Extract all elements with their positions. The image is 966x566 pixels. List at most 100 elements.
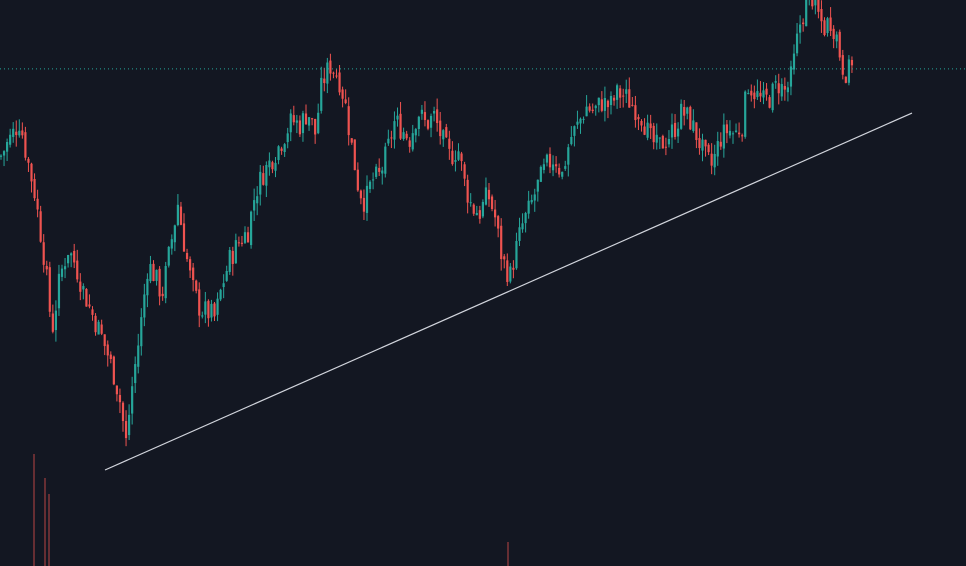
candle-body: [91, 309, 94, 315]
candle-body: [844, 76, 847, 83]
candle-body: [551, 164, 555, 171]
candle-body: [805, 0, 808, 27]
candle-body: [414, 129, 417, 136]
candle-body: [283, 144, 286, 153]
candle-body: [399, 113, 402, 139]
candle-body: [658, 137, 661, 139]
candle-body: [667, 138, 671, 145]
candle-body: [45, 265, 48, 270]
candle-body: [411, 133, 414, 150]
candle-body: [24, 132, 27, 158]
candle-body: [539, 166, 542, 182]
candle-body: [600, 99, 603, 111]
candle-body: [121, 402, 125, 422]
candle-body: [716, 141, 719, 157]
candle-body: [112, 356, 115, 385]
candle-body: [768, 97, 771, 108]
candle-body: [341, 89, 344, 99]
candle-body: [155, 269, 158, 281]
candle-body: [335, 75, 338, 77]
candle-body: [463, 164, 466, 179]
candle-body: [198, 289, 201, 316]
candle-body: [509, 266, 512, 282]
candle-body: [158, 268, 161, 297]
candle-body: [442, 130, 445, 140]
candle-body: [179, 206, 183, 225]
candle-body: [713, 153, 716, 168]
candle-body: [195, 280, 198, 291]
candle-body: [579, 118, 582, 124]
candle-body: [795, 33, 799, 54]
candle-body: [811, 0, 814, 7]
candle-body: [365, 185, 369, 213]
candle-body: [314, 118, 317, 135]
candle-body: [106, 344, 109, 356]
candle-body: [228, 249, 231, 272]
candle-body: [240, 242, 244, 244]
candle-body: [762, 90, 765, 98]
candle-body: [548, 153, 552, 168]
candle-body: [704, 139, 707, 147]
candle-body: [503, 256, 506, 260]
candle-body: [570, 137, 573, 145]
candle-body: [542, 164, 545, 170]
candle-body: [649, 123, 652, 129]
candle-body: [237, 242, 240, 244]
candle-body: [637, 117, 640, 120]
candle-body: [405, 133, 408, 139]
candle-body: [262, 173, 265, 185]
candle-body: [131, 386, 134, 414]
candle-body: [307, 117, 311, 126]
candle-body: [265, 164, 268, 186]
candle-body: [88, 304, 91, 307]
candle-body: [67, 254, 70, 264]
candle-body: [640, 120, 643, 126]
trendline[interactable]: [104, 112, 913, 471]
candle-body: [533, 194, 536, 201]
candle-body: [289, 113, 292, 133]
candle-body: [259, 171, 262, 195]
candle-body: [436, 109, 439, 124]
candle-body: [616, 85, 619, 100]
candle-body: [521, 223, 524, 230]
candle-body: [213, 303, 216, 317]
candle-body: [555, 164, 558, 167]
candle-body: [734, 130, 738, 132]
candle-body: [250, 211, 253, 246]
candle-body: [332, 72, 335, 74]
candle-body: [152, 263, 155, 282]
candle-body: [57, 273, 61, 309]
candle-body: [799, 24, 802, 33]
candle-body: [100, 324, 103, 334]
candle-body: [222, 283, 225, 288]
candle-body: [39, 211, 42, 242]
candle-body: [368, 181, 372, 190]
candle-body: [725, 124, 728, 134]
candle-body: [298, 120, 301, 135]
candle-body: [689, 106, 692, 130]
candle-body: [454, 160, 457, 162]
candle-body: [338, 72, 341, 93]
candle-body: [378, 167, 381, 172]
candle-body: [329, 60, 332, 74]
candle-body: [780, 84, 783, 97]
candle-body: [60, 268, 64, 277]
candle-body: [216, 298, 219, 315]
candle-body: [387, 138, 390, 144]
candle-body: [756, 91, 759, 97]
candle-body: [445, 127, 448, 138]
candle-body: [652, 125, 655, 143]
candle-body: [353, 139, 356, 171]
candle-body: [744, 91, 747, 137]
candle-body: [719, 141, 722, 147]
candle-body: [835, 34, 838, 42]
candle-body: [490, 196, 494, 209]
candle-body: [612, 97, 616, 101]
candle-body: [710, 153, 713, 166]
candle-body: [323, 78, 326, 84]
candle-body: [573, 126, 576, 136]
candle-body: [128, 414, 131, 436]
candle-body: [829, 17, 832, 31]
